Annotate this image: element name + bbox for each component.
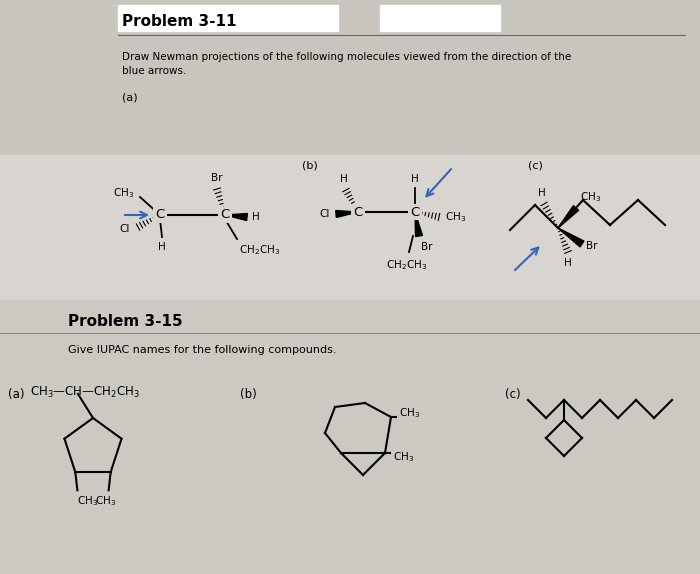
Text: (a): (a) [8,388,25,401]
Text: CH$_3$: CH$_3$ [393,450,414,464]
Text: Cl: Cl [120,224,130,234]
Text: Cl: Cl [320,209,330,219]
Text: CH$_3$—CH—CH$_2$CH$_3$: CH$_3$—CH—CH$_2$CH$_3$ [30,385,140,400]
Text: H: H [340,174,348,184]
Text: Br: Br [421,242,433,252]
Bar [0,155,700,300]
Text: CH$_2$CH$_3$: CH$_2$CH$_3$ [386,258,428,272]
Polygon shape [558,205,579,228]
Text: (c): (c) [505,388,521,401]
Polygon shape [415,212,423,236]
Text: (a): (a) [122,92,138,102]
Text: CH$_3$: CH$_3$ [113,186,134,200]
Text: H: H [252,212,260,222]
Text: Problem 3-15: Problem 3-15 [68,314,183,329]
Text: C: C [155,208,164,222]
Text: Br: Br [586,241,598,251]
Text: C: C [220,208,230,222]
Text: CH$_3$: CH$_3$ [445,210,466,224]
Text: Give IUPAC names for the following compounds.: Give IUPAC names for the following compo… [68,345,337,355]
Text: Problem 3-11: Problem 3-11 [122,14,237,29]
Text: CH$_3$: CH$_3$ [78,494,99,508]
Polygon shape [336,211,358,218]
Bar [380,5,500,31]
Text: CH$_3$: CH$_3$ [580,190,601,204]
Text: CH$_3$: CH$_3$ [399,406,420,420]
Text: CH$_3$: CH$_3$ [95,494,116,508]
Text: blue arrows.: blue arrows. [122,66,186,76]
Bar [0,0,700,10]
Bar [118,5,338,31]
Text: (c): (c) [528,160,543,170]
Text: C: C [410,205,419,219]
Text: H: H [158,242,166,252]
Text: H: H [538,188,546,198]
Text: (b): (b) [302,160,318,170]
Text: (b): (b) [240,388,257,401]
Polygon shape [225,214,247,220]
Text: Br: Br [211,173,223,183]
Text: C: C [354,205,363,219]
Polygon shape [558,228,584,247]
Bar [0,300,700,574]
Text: H: H [564,258,572,268]
Text: Draw Newman projections of the following molecules viewed from the direction of : Draw Newman projections of the following… [122,52,571,62]
Text: CH$_2$CH$_3$: CH$_2$CH$_3$ [239,243,280,257]
Text: H: H [411,174,419,184]
